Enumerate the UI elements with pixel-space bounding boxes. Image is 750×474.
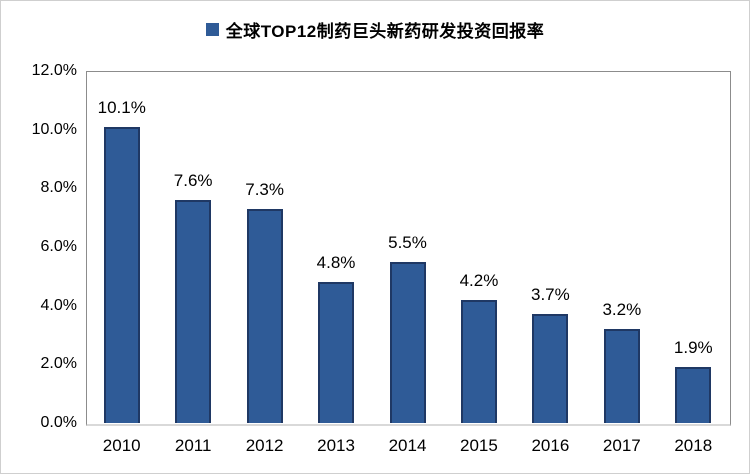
x-tick-label: 2014 <box>388 436 427 455</box>
legend-series-marker-icon <box>205 22 219 36</box>
chart-legend: 全球TOP12制药巨头新药研发投资回报率 <box>1 15 749 43</box>
bar-data-label: 3.2% <box>602 300 642 320</box>
bar <box>103 126 140 423</box>
y-tick-label: 6.0% <box>40 238 77 255</box>
bar <box>175 200 212 423</box>
bar <box>675 367 712 423</box>
legend-series-label: 全球TOP12制药巨头新药研发投资回报率 <box>225 21 545 41</box>
y-tick-label: 0.0% <box>40 414 77 431</box>
x-tick-label: 2017 <box>602 436 641 455</box>
x-tick-label: 2012 <box>245 436 284 455</box>
y-tick-label: 4.0% <box>40 296 77 314</box>
x-tick-label: 2010 <box>102 436 141 455</box>
bar <box>246 208 283 423</box>
bar-data-label: 3.7% <box>531 285 570 305</box>
x-tick-label: 2013 <box>317 436 355 455</box>
bar-data-label: 7.6% <box>173 171 213 191</box>
x-tick-label: 2018 <box>674 436 713 455</box>
bar <box>460 299 497 423</box>
bar-data-label: 10.1% <box>97 97 146 117</box>
bar <box>603 329 640 423</box>
bar-data-label: 5.5% <box>388 232 427 252</box>
y-tick-label: 12.0% <box>31 62 77 79</box>
bar <box>318 282 355 423</box>
y-tick-label: 10.0% <box>31 120 77 138</box>
bar-data-label: 7.3% <box>245 179 284 199</box>
bar <box>532 314 569 423</box>
bar-data-label: 4.8% <box>316 253 356 273</box>
bar <box>389 261 426 423</box>
x-tick-label: 2011 <box>174 436 212 455</box>
y-tick-label: 2.0% <box>40 355 77 373</box>
x-tick-label: 2015 <box>460 436 498 455</box>
y-tick-label: 8.0% <box>40 179 77 197</box>
bar-data-label: 4.2% <box>459 270 499 290</box>
x-tick-label: 2016 <box>531 436 570 455</box>
bar-data-label: 1.9% <box>673 338 713 358</box>
